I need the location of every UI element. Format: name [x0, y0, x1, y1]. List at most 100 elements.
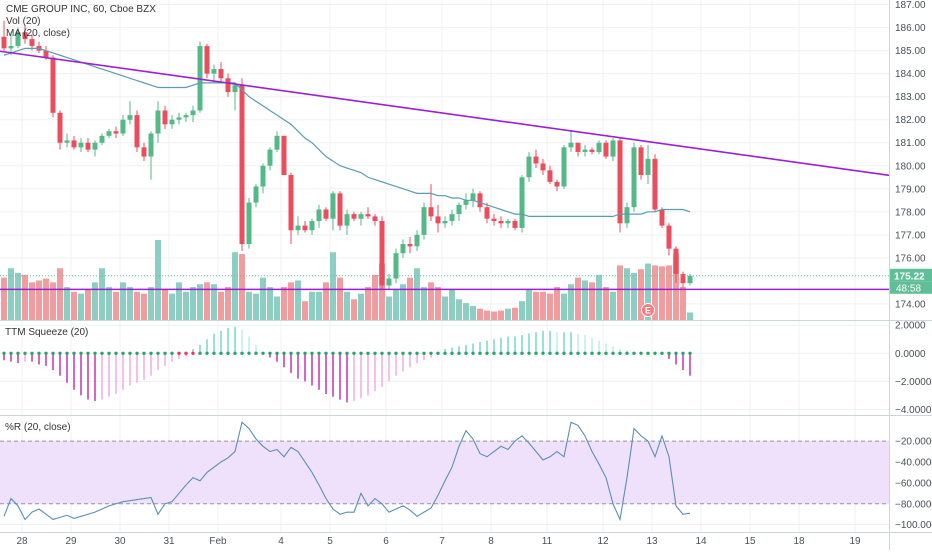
candle-body [58, 113, 63, 143]
candle-body [149, 134, 154, 157]
squeeze-dot [674, 352, 677, 355]
candle-body [590, 150, 595, 152]
candle-body [534, 157, 539, 164]
price-tick-label: 180.00 [895, 161, 926, 172]
candle-body [485, 207, 490, 219]
squeeze-dot [303, 352, 306, 355]
candle-body [51, 58, 56, 113]
candle-body [422, 207, 427, 235]
squeeze-dot [149, 352, 152, 355]
candle-body [72, 140, 77, 147]
volume-bar [225, 287, 231, 320]
squeeze-dot [681, 352, 684, 355]
volume-bar [554, 287, 560, 320]
squeeze-dot [359, 352, 362, 355]
x-axis-tick-label: 7 [439, 536, 445, 547]
squeeze-dot [352, 352, 355, 355]
volume-bar [127, 287, 133, 320]
squeeze-dot [128, 352, 131, 355]
squeeze-dot [625, 352, 628, 355]
candle-body [639, 147, 644, 175]
volume-bar [190, 287, 196, 320]
squeeze-dot [142, 352, 145, 355]
squeeze-dot [79, 352, 82, 355]
volume-bar [36, 280, 42, 320]
volume-bar [183, 292, 189, 320]
candle-body [464, 200, 469, 205]
volume-bar [134, 292, 140, 320]
volume-bar [498, 311, 504, 320]
price-tick-label: 174.00 [895, 299, 926, 310]
volume-bar [78, 294, 84, 320]
candle-body [142, 147, 147, 156]
squeeze-dot [51, 352, 54, 355]
x-axis-tick-label: 31 [163, 536, 175, 547]
volume-bar [687, 312, 693, 320]
volume-bar [351, 299, 357, 320]
squeeze-dot [317, 352, 320, 355]
candle-body [121, 120, 126, 134]
volume-bar [330, 252, 336, 320]
volume-bar [281, 287, 287, 320]
volume-bar [64, 287, 70, 320]
squeeze-dot [275, 352, 278, 355]
candle-body [268, 150, 273, 166]
volume-bar [533, 292, 539, 320]
volume-bar [71, 292, 77, 320]
candle-body [254, 186, 259, 202]
squeeze-dot [114, 352, 117, 355]
candle-body [492, 219, 497, 221]
williams-tick-label: −40.0000 [895, 457, 932, 468]
candle-body [275, 136, 280, 150]
volume-bar [561, 294, 567, 320]
price-tick-label: 179.00 [895, 184, 926, 195]
candle-body [513, 221, 518, 228]
candle-body [597, 143, 602, 152]
candle-body [674, 249, 679, 274]
squeeze-dot [632, 352, 635, 355]
squeeze-dot [562, 352, 565, 355]
candle-body [576, 143, 581, 152]
squeeze-dot [478, 352, 481, 355]
volume-bar [680, 287, 686, 320]
candle-body [352, 214, 357, 219]
candle-body [219, 69, 224, 78]
volume-bar [442, 296, 448, 320]
candle-body [604, 143, 609, 157]
price-tick-label: 187.00 [895, 0, 926, 11]
candle-body [9, 46, 14, 48]
squeeze-dot [513, 352, 516, 355]
volume-bar [477, 309, 483, 320]
candle-body [296, 226, 301, 231]
candle-body [457, 205, 462, 214]
squeeze-dot [646, 352, 649, 355]
volume-bar [470, 306, 476, 320]
squeeze-dot [233, 352, 236, 355]
price-tick-label: 176.00 [895, 253, 926, 264]
squeeze-dot [324, 352, 327, 355]
x-axis-tick-label: 29 [65, 536, 77, 547]
squeeze-dot [135, 352, 138, 355]
squeeze-dot [9, 352, 12, 355]
squeeze-dot [688, 352, 691, 355]
candle-body [233, 85, 238, 92]
x-axis-tick-label: 11 [542, 536, 553, 547]
candle-body [191, 111, 196, 116]
candle-body [541, 163, 546, 170]
squeeze-dot [429, 352, 432, 355]
williams-tick-label: −60.0000 [895, 478, 932, 489]
squeeze-dot [555, 352, 558, 355]
candle-body [499, 221, 504, 223]
volume-bar [526, 290, 532, 320]
squeeze-dot [16, 352, 19, 355]
candle-body [569, 143, 574, 148]
squeeze-dot [387, 352, 390, 355]
squeeze-dot [499, 352, 502, 355]
squeeze-dot [436, 352, 439, 355]
price-tick-label: 181.00 [895, 138, 926, 149]
candle-body [247, 203, 252, 244]
squeeze-dot [653, 352, 656, 355]
candle-body [100, 136, 105, 143]
candle-body [79, 143, 84, 148]
